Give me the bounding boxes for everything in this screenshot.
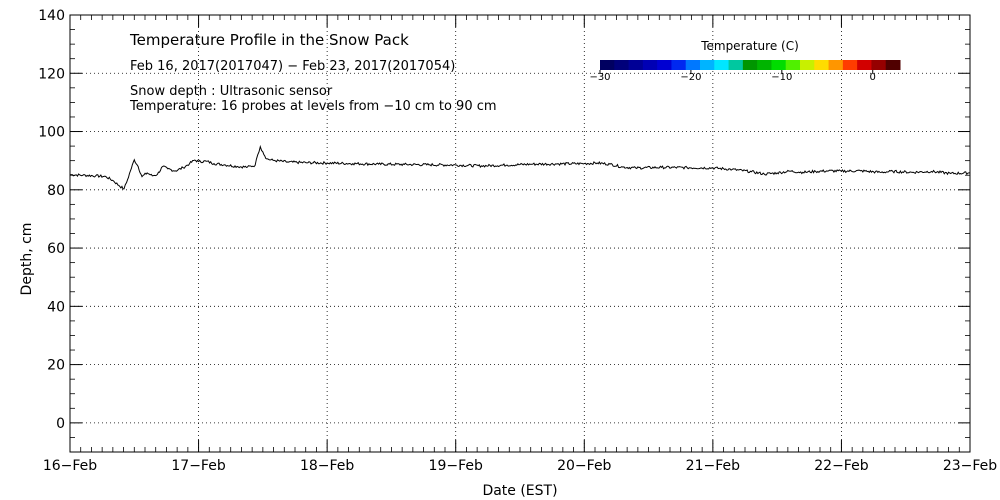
colorbar-cell — [685, 60, 701, 70]
x-tick-label: 19−Feb — [429, 458, 483, 474]
colorbar-cell — [642, 60, 658, 70]
y-tick-label: 40 — [47, 299, 65, 315]
colorbar-cell — [614, 60, 630, 70]
chart-title: Temperature Profile in the Snow Pack — [129, 31, 409, 49]
x-tick-label: 17−Feb — [171, 458, 225, 474]
x-tick-label: 23−Feb — [943, 458, 997, 474]
y-tick-label: 80 — [47, 183, 65, 199]
x-tick-label: 20−Feb — [557, 458, 611, 474]
colorbar-tick-label: 0 — [870, 72, 876, 83]
x-tick-label: 18−Feb — [300, 458, 354, 474]
x-tick-label: 22−Feb — [814, 458, 868, 474]
colorbar-cell — [857, 60, 872, 70]
colorbar-title: Temperature (C) — [700, 39, 799, 53]
y-tick-label: 100 — [38, 125, 65, 141]
temperature-colorbar: Temperature (C) −30 −20 −10 0 — [589, 39, 901, 83]
colorbar-cell — [885, 60, 901, 70]
colorbar-cell — [814, 60, 830, 70]
colorbar-cell — [742, 60, 758, 70]
axis-ticks — [69, 14, 971, 453]
x-axis-label: Date (EST) — [482, 483, 557, 499]
colorbar-cell — [771, 60, 787, 70]
plot-frame — [69, 14, 971, 453]
y-axis-label: Depth, cm — [19, 223, 35, 296]
colorbar-tick-label: −10 — [771, 72, 792, 83]
colorbar-ticks: −30 −20 −10 0 — [589, 70, 876, 83]
colorbar-cell — [671, 60, 687, 70]
colorbar-cell — [628, 60, 644, 70]
note-temperature: Temperature: 16 probes at levels from −1… — [129, 99, 497, 114]
colorbar-cell — [728, 60, 744, 70]
colorbar-cell — [757, 60, 772, 70]
note-snow-depth: Snow depth : Ultrasonic sensor — [130, 84, 333, 99]
y-tick-label: 120 — [38, 66, 65, 82]
colorbar-cell — [842, 60, 858, 70]
chart-subtitle: Feb 16, 2017(2017047) − Feb 23, 2017(201… — [130, 59, 455, 74]
colorbar-cell — [828, 60, 844, 70]
colorbar-cell — [700, 60, 715, 70]
colorbar-tick-label: −20 — [680, 72, 701, 83]
tick-labels: 16−Feb 17−Feb 18−Feb 19−Feb 20−Feb 21−Feb 22−F… — [38, 8, 997, 474]
colorbar-cell — [785, 60, 801, 70]
colorbar-cell — [800, 60, 815, 70]
colorbar-cell — [871, 60, 887, 70]
x-tick-label: 21−Feb — [686, 458, 740, 474]
colorbar-tick-label: −30 — [589, 72, 610, 83]
y-tick-label: 140 — [38, 8, 65, 24]
y-tick-label: 0 — [56, 416, 65, 432]
y-tick-label: 20 — [47, 358, 65, 374]
colorbar-cell — [657, 60, 672, 70]
y-tick-label: 60 — [47, 241, 65, 257]
colorbar-cell — [600, 60, 615, 70]
grid-lines — [70, 15, 970, 452]
x-tick-label: 16−Feb — [43, 458, 97, 474]
colorbar-cell — [714, 60, 730, 70]
snow-depth-line — [69, 144, 971, 190]
colorbar-cells — [600, 60, 901, 70]
